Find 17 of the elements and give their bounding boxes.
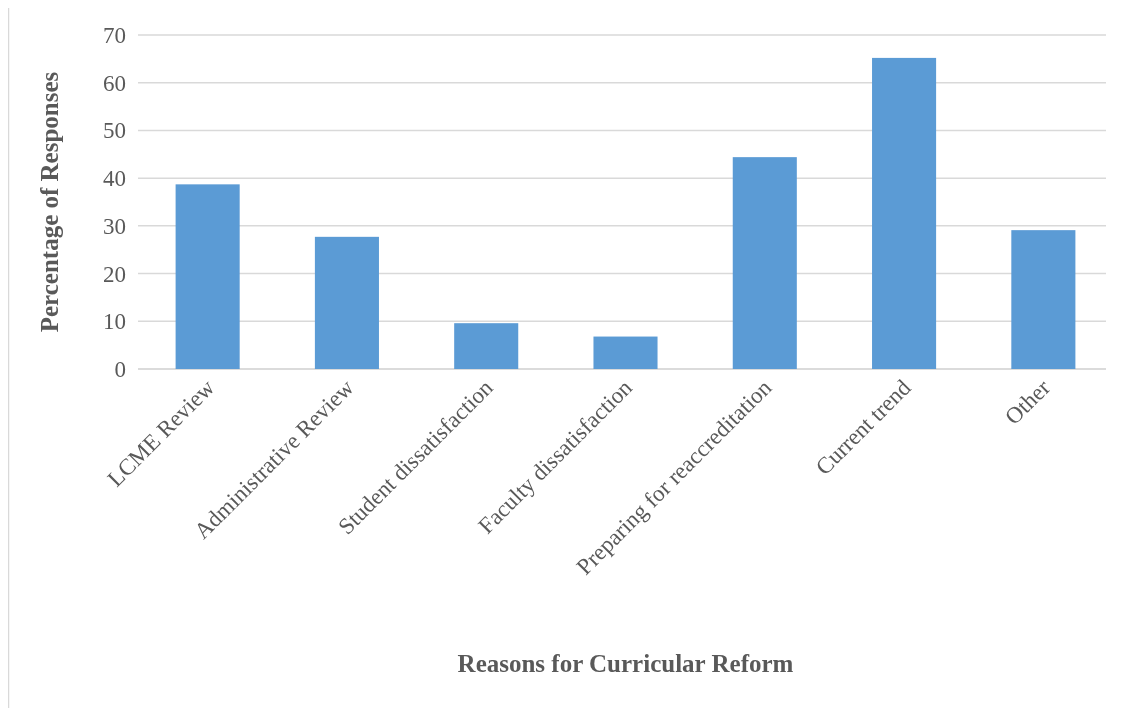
y-tick-label: 40	[103, 166, 126, 192]
bar	[175, 184, 240, 369]
y-tick-label: 70	[103, 23, 126, 49]
bar	[454, 323, 519, 369]
y-axis-title: Percentage of Responses	[36, 71, 63, 333]
bar	[1011, 230, 1076, 369]
bar	[872, 57, 937, 369]
y-tick-label: 50	[103, 118, 126, 144]
x-axis-title: Reasons for Curricular Reform	[457, 650, 794, 677]
bar	[314, 236, 379, 369]
y-tick-label: 20	[103, 261, 126, 287]
y-tick-label: 30	[103, 213, 126, 239]
y-tick-label: 60	[103, 70, 126, 96]
y-tick-label: 10	[103, 309, 126, 335]
bar	[593, 336, 658, 369]
bar	[732, 157, 797, 369]
y-tick-label: 0	[114, 357, 126, 383]
